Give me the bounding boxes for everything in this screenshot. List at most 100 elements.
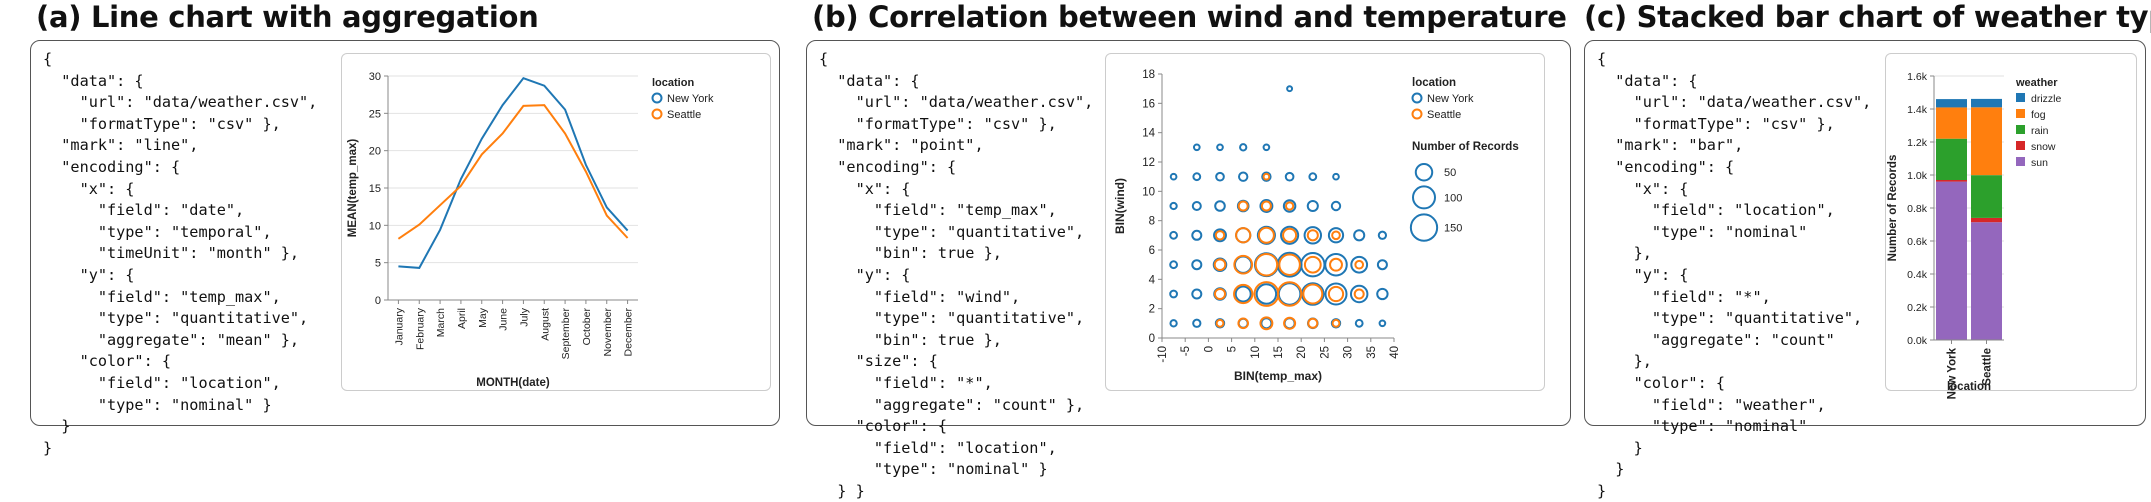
panel-c-spec-code: { "data": { "url": "data/weather.csv", "… [1597,50,1872,500]
data-point [1169,260,1178,270]
y-axis-title: BIN(wind) [1113,178,1127,234]
x-tick-label: March [435,308,447,337]
y-tick-label: 20 [369,146,381,158]
panel-c-title: (c) Stacked bar chart of weather types [1584,0,2151,34]
legend-swatch [2016,93,2025,102]
data-point [1302,283,1324,305]
y-tick-label: 1.4k [1907,104,1928,116]
legend-swatch [2016,125,2025,134]
size-legend-symbol [1412,185,1436,210]
data-point [1260,200,1272,212]
y-tick-label: 10 [369,220,381,232]
x-tick-label: -10 [1157,346,1169,363]
x-tick-label: 35 [1366,346,1378,359]
data-point [1353,288,1365,300]
legend-symbol [651,108,663,120]
x-tick-label: 10 [1250,346,1262,359]
data-point [1278,253,1301,276]
data-point [1354,318,1364,328]
data-point [1215,171,1225,182]
panel-line-chart: (a) Line chart with aggregation { "data"… [0,0,780,457]
data-point [1308,172,1318,182]
data-point [1191,259,1203,271]
y-tick-label: 25 [369,108,381,120]
y-tick-label: 6 [1149,245,1155,257]
data-point [1376,259,1388,271]
data-point [1331,318,1341,328]
data-point [1353,229,1366,242]
bar-chart: 0.0k 0.2k 0.4k 0.6k 0.8k 1.0k 1.2k 1.4k 1.6k New … [1887,71,2062,399]
x-tick-label: November [602,307,614,356]
data-point [1377,230,1388,240]
data-point [1191,229,1203,241]
data-point [1324,252,1348,277]
data-point [1169,201,1178,211]
series-line-seattle [397,104,629,240]
data-point [1376,287,1389,301]
y-tick-label: 14 [1142,128,1155,140]
legend-swatch [2016,109,2025,118]
data-point [1282,199,1297,213]
x-tick-label: 0 [1203,346,1215,352]
x-tick-label: 30 [1343,346,1355,359]
data-point [1276,281,1303,307]
data-point [1303,255,1322,274]
x-axis-title: location [1947,381,1991,393]
data-point [1213,228,1227,243]
data-point [1233,283,1254,305]
panel-a-title: (a) Line chart with aggregation [36,0,539,34]
data-point [1307,317,1319,329]
data-point [1284,201,1295,211]
data-point [1280,225,1300,245]
data-point [1215,318,1225,328]
y-axis-title: Number of Records [1887,155,1899,262]
data-point [1277,282,1302,306]
data-point [1306,199,1319,213]
data-point [1237,200,1249,212]
panel-b-spec-code: { "data": { "url": "data/weather.csv", "… [819,50,1094,500]
line-chart-frame: 0 5 10 15 20 25 30 January February March April May… [341,53,771,391]
x-tick-label: June [498,308,510,331]
size-legend-label: 100 [1444,192,1462,204]
legend-label: fog [2031,109,2046,121]
legend-label: snow [2031,141,2056,153]
x-tick-label: October [581,308,593,346]
data-point [1239,143,1248,152]
data-point [1191,200,1202,212]
data-point [1255,283,1278,305]
legend-title: location [1412,77,1456,89]
data-point [1354,259,1365,270]
y-tick-label: 0 [1149,333,1155,345]
y-tick-label: 0.6k [1907,236,1928,248]
y-tick-label: 0.2k [1907,302,1928,314]
legend-label: rain [2031,125,2049,137]
data-point [1332,172,1340,181]
x-tick-label: -5 [1180,346,1192,356]
data-point [1192,143,1201,152]
panel-bar-chart: (c) Stacked bar chart of weather types {… [1584,0,2151,500]
legend-label: Seattle [1427,109,1461,121]
data-point [1301,282,1325,306]
panel-c-box: { "data": { "url": "data/weather.csv", "… [1584,40,2146,500]
bar-segment-fog [1971,107,2002,176]
y-tick-label: 16 [1142,98,1155,110]
y-tick-label: 5 [375,258,381,270]
data-point [1327,227,1345,244]
x-axis-title: BIN(temp_max) [1234,369,1322,383]
x-tick-label: September [560,308,572,360]
size-legend-symbol [1414,162,1434,182]
data-point [1213,258,1227,271]
data-point [1214,230,1226,241]
legend-swatch [2016,157,2025,166]
y-tick-label: 8 [1149,216,1155,228]
size-legend-label: 50 [1444,167,1456,179]
data-point [1216,143,1224,152]
x-tick-label: 15 [1273,346,1285,359]
legend-swatch [2016,141,2025,150]
y-tick-label: 0.4k [1907,269,1928,281]
data-point [1192,318,1202,328]
data-point [1378,319,1387,328]
data-point [1257,226,1275,244]
line-chart: 0 5 10 15 20 25 30 January February March April May… [347,71,714,389]
x-tick-label: January [393,307,405,345]
